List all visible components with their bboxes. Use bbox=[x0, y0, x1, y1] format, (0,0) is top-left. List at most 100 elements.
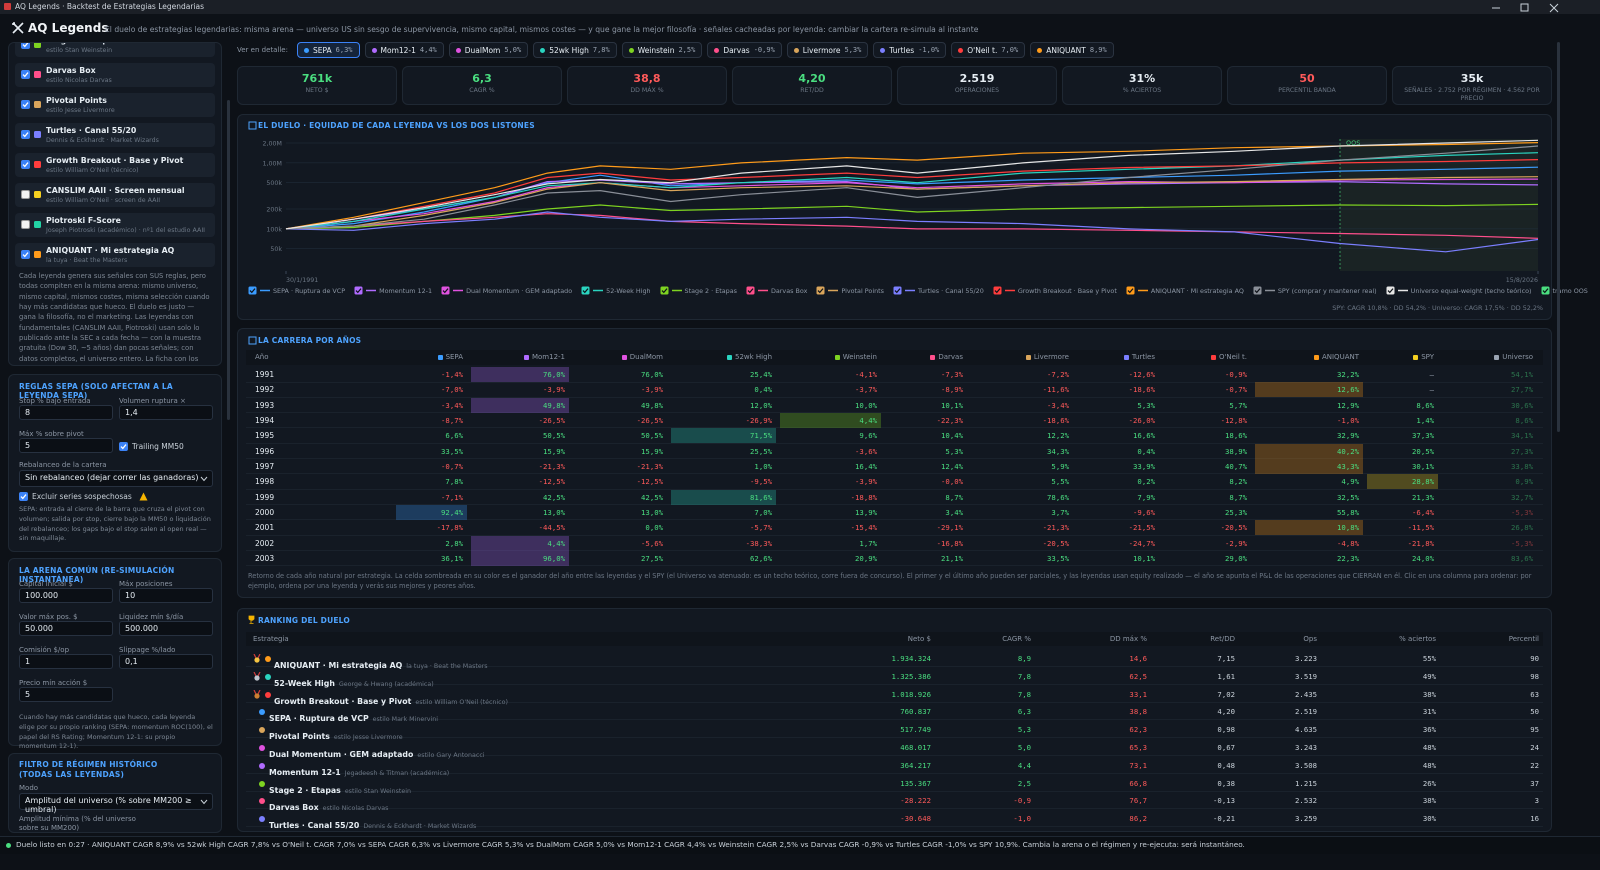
col-header[interactable]: O'Neil t. bbox=[1210, 353, 1247, 361]
ranking-strategy[interactable]: Growth Breakout · Base y Pivot estilo Wil… bbox=[274, 689, 508, 708]
legend-item[interactable]: SEPA · Ruptura de VCP bbox=[248, 286, 345, 295]
legend-item[interactable]: Dual Momentum · GEM adaptado bbox=[441, 286, 572, 295]
legend-item[interactable]: Momentum 12-1 bbox=[354, 286, 432, 295]
col-header[interactable]: Livermore bbox=[1025, 353, 1069, 361]
mode-select[interactable]: Amplitud del universo (% sobre MM200 ≥ u… bbox=[19, 793, 213, 814]
value-cell: 20,5% bbox=[1412, 446, 1434, 456]
col-header[interactable]: Año bbox=[255, 353, 269, 361]
ranking-header[interactable]: Ret/DD bbox=[1210, 635, 1235, 643]
chip[interactable]: O'Neil t. 7,0% bbox=[951, 42, 1026, 58]
checkbox[interactable] bbox=[21, 70, 30, 79]
col-header[interactable]: Universo bbox=[1494, 353, 1533, 361]
col-header[interactable]: Turtles bbox=[1123, 353, 1155, 361]
field-input[interactable]: 5 bbox=[19, 438, 113, 453]
legend-item[interactable]: tramo OOS bbox=[1541, 286, 1588, 295]
ranking-header[interactable]: Percentil bbox=[1508, 635, 1539, 643]
ranking-strategy[interactable]: 52-Week High George & Hwang (académica) bbox=[274, 671, 434, 690]
checkbox[interactable] bbox=[21, 130, 30, 139]
checkbox[interactable] bbox=[21, 250, 30, 259]
value-cell: -7,0% bbox=[441, 385, 463, 395]
value-cell: 15,9% bbox=[641, 446, 663, 456]
chip[interactable]: 52wk High 7,8% bbox=[533, 42, 617, 58]
legend-item[interactable]: Stage 2 · Etapas bbox=[660, 286, 737, 295]
chip[interactable]: Livermore 5,3% bbox=[786, 42, 869, 58]
ranking-strategy[interactable]: Pivotal Points estilo Jesse Livermore bbox=[269, 724, 403, 743]
legend-item[interactable]: 52-Week High bbox=[581, 286, 651, 295]
ranking-strategy[interactable]: Darvas Box estilo Nicolas Darvas bbox=[269, 795, 388, 814]
legend-card[interactable]: Turtles · Canal 55/20 Dennis & Eckhardt ·… bbox=[15, 123, 215, 147]
field-input[interactable]: 1,4 bbox=[119, 405, 213, 420]
legend-item[interactable]: Turtles · Canal 55/20 bbox=[893, 286, 984, 295]
field-input[interactable]: 5 bbox=[19, 687, 113, 702]
ranking-strategy[interactable]: Turtles · Canal 55/20 Dennis & Eckhardt ·… bbox=[269, 813, 476, 831]
legend-item[interactable]: Pivotal Points bbox=[816, 286, 884, 295]
col-header[interactable]: Darvas bbox=[930, 353, 963, 361]
close[interactable] bbox=[1549, 3, 1559, 13]
legend-card[interactable]: Pivotal Points estilo Jesse Livermore bbox=[15, 93, 215, 117]
checkbox[interactable] bbox=[21, 42, 30, 49]
value-cell: 3,4% bbox=[945, 507, 963, 517]
field-input[interactable]: 0,1 bbox=[119, 654, 213, 669]
col-header[interactable]: Weinstein bbox=[834, 353, 877, 361]
legend-item[interactable]: Darvas Box bbox=[746, 286, 807, 295]
legend-card[interactable]: Growth Breakout · Base y Pivot estilo Wil… bbox=[15, 153, 215, 177]
ranking-strategy[interactable]: Momentum 12-1 Jegadeesh & Titman (académi… bbox=[269, 760, 449, 779]
legend-card[interactable]: Piotroski F-Score Joseph Piotroski (acadé… bbox=[15, 213, 215, 237]
field-input[interactable]: 10 bbox=[119, 588, 213, 603]
ranking-strategy[interactable]: Stage 2 · Etapas estilo Stan Weinstein bbox=[269, 778, 411, 797]
field-input[interactable]: 500.000 bbox=[119, 621, 213, 636]
ranking-cell: 76,7 bbox=[1129, 796, 1147, 806]
ranking-strategy[interactable]: ANIQUANT · Mi estrategia AQ la tuya · Bea… bbox=[274, 653, 488, 672]
checkbox[interactable] bbox=[21, 160, 30, 169]
ranking-header[interactable]: % aciertos bbox=[1399, 635, 1436, 643]
ranking-header[interactable]: DD máx % bbox=[1109, 635, 1147, 643]
legend-item[interactable]: Universo equal-weight (techo teórico) bbox=[1386, 286, 1532, 295]
legend-card[interactable]: Darvas Box estilo Nicolas Darvas bbox=[15, 63, 215, 87]
field-input[interactable]: 100.000 bbox=[19, 588, 113, 603]
value-cell: -11,5% bbox=[1407, 523, 1434, 533]
field-input[interactable]: 50.000 bbox=[19, 621, 113, 636]
ranking-header[interactable]: Neto $ bbox=[907, 635, 931, 643]
legend-checkmark bbox=[1387, 288, 1394, 294]
chip[interactable]: Turtles -1,0% bbox=[873, 42, 947, 58]
checkbox[interactable] bbox=[21, 220, 30, 229]
maximize[interactable] bbox=[1520, 3, 1529, 12]
kpi-card: 2.519 OPERACIONES bbox=[897, 66, 1057, 105]
col-header[interactable]: ANIQUANT bbox=[1313, 353, 1359, 361]
ranking-header[interactable]: Ops bbox=[1303, 635, 1317, 643]
chip[interactable]: Mom12-1 4,4% bbox=[364, 42, 444, 58]
checkbox[interactable] bbox=[21, 190, 30, 199]
chip[interactable]: DualMom 5,0% bbox=[448, 42, 529, 58]
kpi-label: % ACIERTOS bbox=[1122, 87, 1162, 94]
legend-card[interactable]: CANSLIM AAII · Screen mensual estilo Will… bbox=[15, 183, 215, 207]
ranking-header[interactable]: CAGR % bbox=[1002, 635, 1031, 643]
title-bar: AQ Legends · Backtest de Estrategias Leg… bbox=[0, 0, 1600, 14]
value-cell: -21,3% bbox=[636, 461, 663, 471]
ranking-strategy[interactable]: SEPA · Ruptura de VCP estilo Mark Minervi… bbox=[269, 706, 438, 725]
field-input[interactable]: 1 bbox=[19, 654, 113, 669]
col-header[interactable]: DualMom bbox=[621, 353, 663, 361]
checkbox[interactable] bbox=[19, 492, 28, 501]
chip[interactable]: ANIQUANT 8,9% bbox=[1030, 42, 1114, 58]
checkbox[interactable] bbox=[21, 100, 30, 109]
legend-item[interactable]: ANIQUANT · Mi estrategia AQ bbox=[1126, 286, 1244, 295]
ranking-strategy[interactable]: Dual Momentum · GEM adaptado estilo Gary … bbox=[269, 742, 485, 761]
chip[interactable]: Weinstein 2,5% bbox=[621, 42, 703, 58]
col-header[interactable]: SPY bbox=[1413, 353, 1434, 361]
legend-item[interactable]: Growth Breakout · Base y Pivot bbox=[993, 286, 1117, 295]
chip[interactable]: SEPA 6,3% bbox=[296, 42, 360, 58]
ranking-header[interactable]: Estrategia bbox=[253, 635, 289, 643]
value-cell: -20,5% bbox=[1220, 523, 1247, 533]
col-header[interactable]: SEPA bbox=[437, 353, 463, 361]
col-header[interactable]: 52wk High bbox=[727, 353, 772, 361]
legend-item[interactable]: SPY (comprar y mantener real) bbox=[1253, 286, 1377, 295]
col-header[interactable]: Mom12-1 bbox=[523, 353, 565, 361]
chip[interactable]: Darvas -0,9% bbox=[707, 42, 782, 58]
rebalance-select[interactable]: Sin rebalanceo (dejar correr las ganador… bbox=[19, 470, 213, 487]
legend-card[interactable]: ANIQUANT · Mi estrategia AQ la tuya · Bea… bbox=[15, 243, 215, 267]
ranking-cell: 3.223 bbox=[1295, 654, 1317, 663]
field-input[interactable]: 8 bbox=[19, 405, 113, 420]
legend-card[interactable]: Stage 2 · Etapas estilo Stan Weinstein bbox=[15, 42, 215, 57]
checkbox[interactable] bbox=[119, 442, 128, 451]
col-name: Universo bbox=[1502, 353, 1533, 361]
